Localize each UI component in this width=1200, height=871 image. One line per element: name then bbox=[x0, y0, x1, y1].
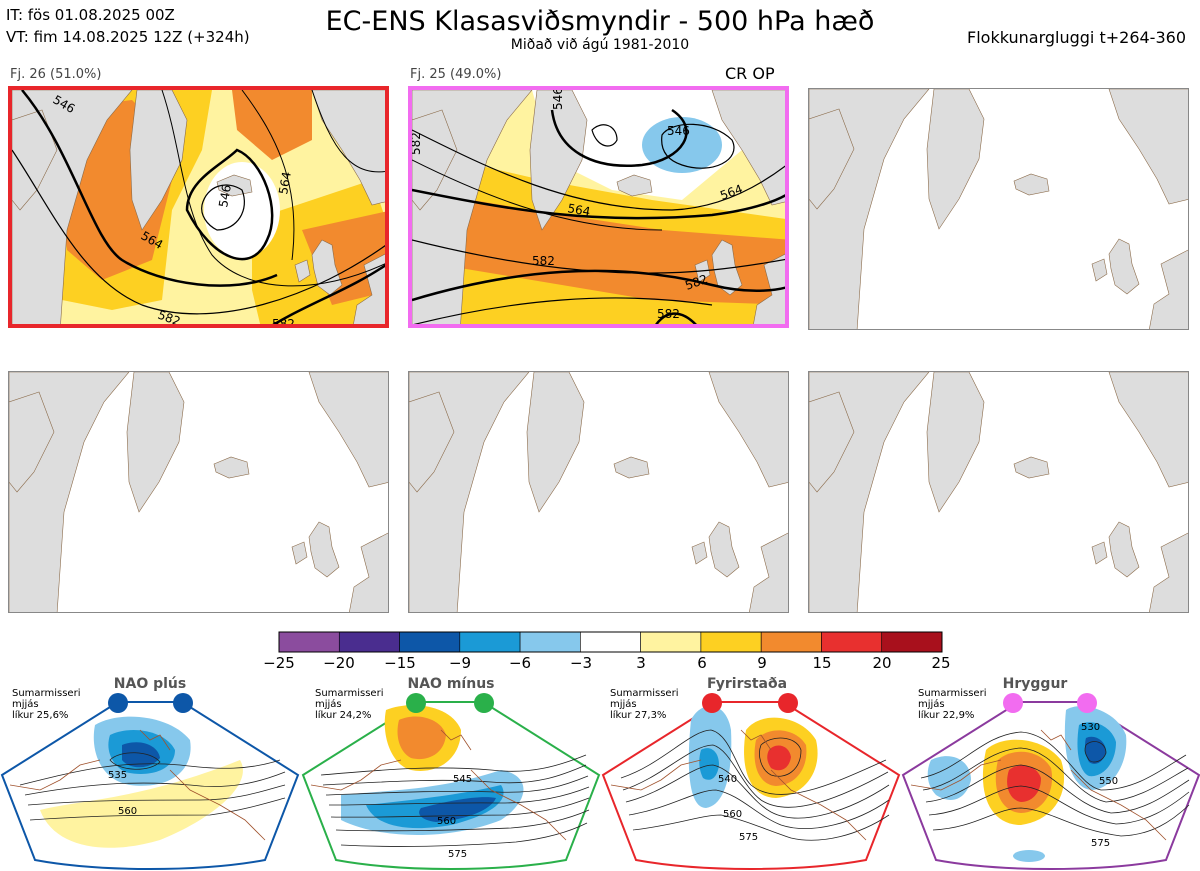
regime-map-ridge[interactable]: 530 550 575 bbox=[901, 690, 1200, 870]
colorbar-cell bbox=[881, 631, 943, 653]
regime-title-nao-minus: NAO mínus bbox=[407, 676, 495, 692]
cluster-map-2: 546 546 564 564 582 582 582 582 bbox=[412, 90, 785, 324]
panel-1-label: Fj. 26 (51.0%) bbox=[10, 67, 102, 82]
regime-probability: líkur 22,9% bbox=[918, 710, 975, 721]
regime-info-ridge: Sumarmisseri mjjás líkur 22,9% bbox=[918, 688, 986, 721]
regime-season: Sumarmisseri bbox=[610, 688, 679, 699]
colorbar-cell bbox=[338, 631, 400, 653]
colorbar-tick: 15 bbox=[812, 654, 832, 672]
colorbar-tick: 9 bbox=[757, 654, 767, 672]
regime-smoothing: mjjás bbox=[610, 699, 637, 710]
colorbar-tick: −15 bbox=[384, 654, 416, 672]
regime-map-nao-minus[interactable]: 545 560 575 bbox=[301, 690, 601, 870]
colorbar-cell bbox=[700, 631, 762, 653]
regime-season: Sumarmisseri bbox=[918, 688, 987, 699]
regime-title-blocking: Fyrirstaða bbox=[706, 676, 788, 692]
colorbar-cell bbox=[640, 631, 702, 653]
regime-contour-label: 545 bbox=[453, 774, 472, 785]
init-time: IT: fös 01.08.2025 00Z bbox=[6, 6, 175, 24]
colorbar-cell bbox=[278, 631, 340, 653]
regime-info-nao-minus: Sumarmisseri mjjás líkur 24,2% bbox=[315, 688, 383, 721]
regime-title-nao-plus: NAO plús bbox=[113, 676, 187, 692]
cluster-map-5 bbox=[409, 372, 788, 612]
contour-label: 582 bbox=[532, 254, 555, 268]
cluster-map-3 bbox=[809, 89, 1188, 329]
cluster-panel-4[interactable] bbox=[8, 371, 389, 613]
colorbar-cell bbox=[580, 631, 641, 653]
valid-time: VT: fim 14.08.2025 12Z (+324h) bbox=[6, 28, 250, 46]
cluster-panel-2[interactable]: 546 546 564 564 582 582 582 582 bbox=[408, 86, 789, 328]
regime-contour-label: 530 bbox=[1081, 722, 1100, 733]
colorbar-cell bbox=[821, 631, 883, 653]
regime-probability: líkur 27,3% bbox=[610, 710, 667, 721]
regime-map-nao-plus[interactable]: 535 560 bbox=[0, 690, 300, 870]
colorbar-cell bbox=[399, 631, 461, 653]
contour-label: 564 bbox=[276, 171, 294, 196]
colorbar-tick: −9 bbox=[448, 654, 472, 672]
header-info: IT: fös 01.08.2025 00Z VT: fim 14.08.202… bbox=[6, 4, 250, 48]
colorbar-tick: −25 bbox=[263, 654, 295, 672]
panel-2-tag: CR OP bbox=[725, 64, 775, 83]
regime-contour-label: 575 bbox=[739, 832, 758, 843]
panel-2-label: Fj. 25 (49.0%) bbox=[410, 67, 502, 82]
colorbar-cell bbox=[459, 631, 521, 653]
regime-contour-label: 575 bbox=[448, 849, 467, 860]
header-title-block: EC-ENS Klasasviðsmyndir - 500 hPa hæð Mi… bbox=[0, 6, 1200, 52]
colorbar-tick: −3 bbox=[569, 654, 593, 672]
cluster-map-1: 564 546 564 582 582 546 bbox=[12, 90, 385, 328]
cluster-panel-5[interactable] bbox=[408, 371, 789, 613]
cluster-panel-3[interactable] bbox=[808, 88, 1189, 330]
cluster-panel-1[interactable]: 564 546 564 582 582 546 bbox=[8, 86, 389, 328]
contour-label: 582 bbox=[657, 307, 680, 321]
regime-info-blocking: Sumarmisseri mjjás líkur 27,3% bbox=[610, 688, 678, 721]
regime-contour-label: 560 bbox=[437, 816, 456, 827]
colorbar-cell bbox=[760, 631, 822, 653]
colorbar-tick: −20 bbox=[323, 654, 355, 672]
regime-contour-label: 550 bbox=[1099, 776, 1118, 787]
page-subtitle: Miðað við ágú 1981-2010 bbox=[510, 37, 690, 53]
contour-label: 564 bbox=[566, 201, 591, 219]
contour-label: 582 bbox=[412, 132, 423, 155]
colorbar-tick: 20 bbox=[872, 654, 892, 672]
regime-probability: líkur 25,6% bbox=[12, 710, 69, 721]
regime-title-ridge: Hryggur bbox=[1002, 676, 1068, 692]
regime-probability: líkur 24,2% bbox=[315, 710, 372, 721]
regime-season: Sumarmisseri bbox=[315, 688, 384, 699]
contour-label: 546 bbox=[551, 90, 565, 110]
contour-label: 582 bbox=[272, 317, 295, 328]
regime-contour-label: 535 bbox=[108, 770, 127, 781]
contour-label: 546 bbox=[216, 184, 234, 209]
colorbar-tick: 3 bbox=[636, 654, 646, 672]
colorbar-cell bbox=[519, 631, 581, 653]
cluster-panel-6[interactable] bbox=[808, 371, 1189, 613]
colorbar bbox=[278, 631, 943, 653]
colorbar-tick: −6 bbox=[508, 654, 532, 672]
contour-label: 546 bbox=[667, 124, 690, 138]
regime-map-blocking[interactable]: 540 560 575 bbox=[601, 690, 901, 870]
colorbar-tick: 6 bbox=[697, 654, 707, 672]
regime-smoothing: mjjás bbox=[918, 699, 945, 710]
regime-contour-label: 575 bbox=[1091, 838, 1110, 849]
regime-contour-label: 560 bbox=[118, 806, 137, 817]
regime-smoothing: mjjás bbox=[315, 699, 342, 710]
cluster-map-6 bbox=[809, 372, 1188, 612]
cluster-map-4 bbox=[9, 372, 388, 612]
regime-contour-label: 560 bbox=[723, 809, 742, 820]
regime-contour-label: 540 bbox=[718, 774, 737, 785]
regime-info-nao-plus: Sumarmisseri mjjás líkur 25,6% bbox=[12, 688, 80, 721]
classification-window: Flokkunargluggi t+264-360 bbox=[967, 28, 1186, 47]
colorbar-tick: 25 bbox=[931, 654, 951, 672]
regime-season: Sumarmisseri bbox=[12, 688, 81, 699]
regime-smoothing: mjjás bbox=[12, 699, 39, 710]
page-title: EC-ENS Klasasviðsmyndir - 500 hPa hæð bbox=[325, 6, 875, 37]
